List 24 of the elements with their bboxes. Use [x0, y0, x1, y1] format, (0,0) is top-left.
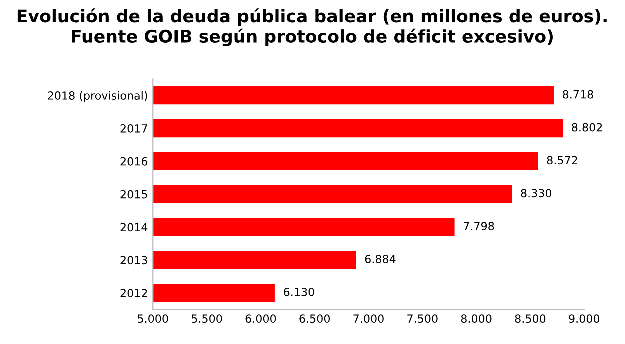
data-label: 6.884 — [365, 255, 396, 264]
data-label: 6.130 — [284, 288, 314, 296]
y-tick-label: 2014 — [120, 223, 148, 232]
x-tick-label: 5.000 — [138, 314, 168, 324]
data-label: 8.330 — [521, 189, 552, 198]
x-tick-label: 7.500 — [408, 314, 438, 324]
x-tick-label: 6.000 — [246, 314, 276, 324]
y-tick-label: 2018 (provisional) — [48, 91, 148, 102]
data-label: 8.802 — [572, 123, 602, 132]
x-tick-label: 6.500 — [300, 314, 330, 324]
x-tick-label: 8.500 — [515, 314, 546, 324]
data-label: 7.798 — [464, 222, 494, 231]
y-tick-label: 2012 — [120, 289, 148, 298]
x-tick-label: 9.000 — [569, 314, 600, 324]
data-label: 8.718 — [563, 90, 594, 99]
data-label: 8.572 — [547, 156, 578, 165]
y-tick-label: 2015 — [120, 190, 148, 199]
y-tick-label: 2017 — [120, 124, 148, 133]
x-tick-label: 7.000 — [354, 314, 384, 324]
y-tick-label: 2016 — [120, 157, 148, 166]
chart-title: Evolución de la deuda pública balear (en millones de euros). Fuente GOIB según protocolo de déficit excesivo) — [18, 8, 607, 47]
y-tick-label: 2013 — [120, 256, 148, 265]
x-tick-label: 8.000 — [461, 314, 492, 324]
x-tick-label: 5.500 — [192, 314, 222, 324]
